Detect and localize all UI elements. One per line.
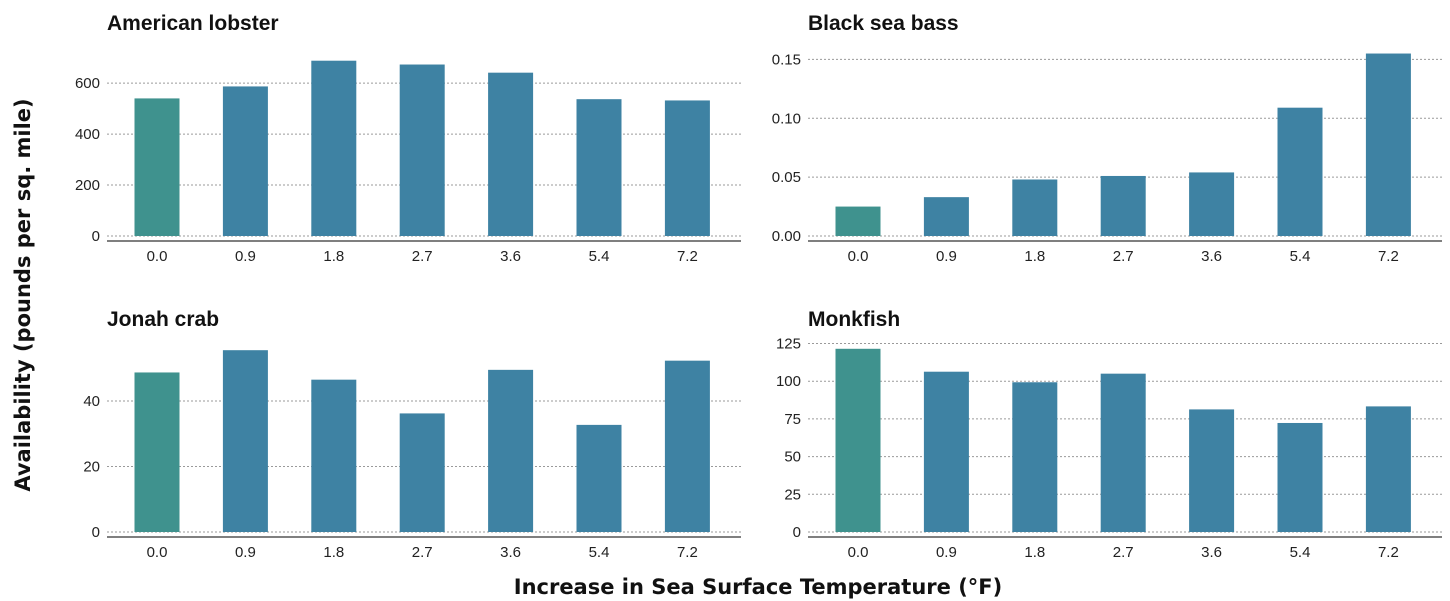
panel-3: Monkfish 0 25 50 75 100 125 0.0 0.9 1.8 2.7 3.6 5.4 7…: [776, 308, 1442, 561]
x-tick-label: 0.9: [936, 248, 957, 265]
bar: [1277, 107, 1323, 236]
bar: [1012, 382, 1058, 532]
panel-1: Black sea bass 0.00 0.05 0.10 0.15 0.0 0.9 1.8 2…: [772, 12, 1442, 265]
bar: [399, 413, 445, 532]
x-tick-label: 0.0: [147, 544, 168, 561]
y-tick-label: 40: [83, 393, 100, 410]
y-axis-title: Availability (pounds per sq. mile): [11, 98, 35, 491]
panel-title: Monkfish: [808, 308, 900, 331]
x-tick-label: 2.7: [1113, 248, 1134, 265]
y-tick-label: 0.15: [772, 51, 801, 68]
bar: [576, 424, 622, 532]
y-tick-label: 0: [92, 524, 100, 541]
bar: [222, 350, 268, 532]
y-tick-label: 125: [776, 336, 801, 353]
y-tick-label: 0.05: [772, 169, 801, 186]
y-tick-label: 75: [784, 411, 801, 428]
bar: [835, 348, 881, 532]
bar: [1100, 175, 1146, 236]
x-tick-label: 1.8: [1024, 248, 1045, 265]
x-tick-label: 1.8: [323, 544, 344, 561]
panel-title: Black sea bass: [808, 12, 959, 35]
bar: [1189, 409, 1235, 532]
bar: [399, 64, 445, 236]
bar: [488, 72, 534, 236]
y-tick-label: 25: [784, 486, 801, 503]
x-tick-label: 3.6: [500, 544, 521, 561]
x-tick-label: 2.7: [412, 248, 433, 265]
y-tick-label: 20: [83, 458, 100, 475]
bar: [1365, 53, 1411, 236]
y-tick-label: 50: [784, 449, 801, 466]
bar: [664, 360, 710, 532]
x-tick-label: 1.8: [1024, 544, 1045, 561]
y-tick-label: 0: [793, 524, 801, 541]
x-tick-label: 2.7: [412, 544, 433, 561]
y-tick-label: 0: [92, 228, 100, 245]
x-tick-label: 7.2: [677, 248, 698, 265]
x-tick-label: 5.4: [1290, 248, 1311, 265]
x-tick-label: 0.9: [235, 248, 256, 265]
bar: [1277, 422, 1323, 532]
y-tick-label: 200: [75, 177, 100, 194]
x-tick-label: 7.2: [1378, 544, 1399, 561]
y-tick-label: 600: [75, 75, 100, 92]
bar: [664, 100, 710, 237]
bar: [134, 372, 180, 532]
bar: [576, 99, 622, 236]
bar: [923, 197, 969, 236]
x-tick-label: 5.4: [589, 544, 610, 561]
bar: [311, 379, 357, 532]
x-tick-label: 5.4: [1290, 544, 1311, 561]
x-tick-label: 0.0: [147, 248, 168, 265]
bar: [1365, 406, 1411, 532]
x-tick-label: 5.4: [589, 248, 610, 265]
bar: [1100, 373, 1146, 532]
x-axis-title: Increase in Sea Surface Temperature (°F): [514, 575, 1003, 599]
x-tick-label: 7.2: [677, 544, 698, 561]
bar: [222, 86, 268, 237]
bar: [1012, 179, 1058, 236]
panel-2: Jonah crab 0 20 40 0.0 0.9 1.8 2.7 3.6 5.4 7.2: [83, 308, 741, 561]
bar: [311, 60, 357, 236]
x-tick-label: 0.9: [235, 544, 256, 561]
bar: [134, 98, 180, 237]
panel-title: Jonah crab: [107, 308, 219, 331]
x-tick-label: 0.0: [848, 248, 869, 265]
y-tick-label: 400: [75, 126, 100, 143]
x-tick-label: 3.6: [1201, 248, 1222, 265]
x-tick-label: 0.9: [936, 544, 957, 561]
panel-0: American lobster 0 200 400 600 0.0 0.9 1.8 2.7 3.…: [75, 12, 741, 265]
y-tick-label: 0.00: [772, 228, 801, 245]
bar: [488, 369, 534, 532]
bar: [1189, 172, 1235, 236]
x-tick-label: 3.6: [500, 248, 521, 265]
bar: [923, 371, 969, 532]
x-tick-label: 1.8: [323, 248, 344, 265]
x-tick-label: 0.0: [848, 544, 869, 561]
y-tick-label: 0.10: [772, 110, 801, 127]
y-tick-label: 100: [776, 373, 801, 390]
x-tick-label: 7.2: [1378, 248, 1399, 265]
bar: [835, 206, 881, 236]
panel-title: American lobster: [107, 12, 279, 35]
x-tick-label: 2.7: [1113, 544, 1134, 561]
x-tick-label: 3.6: [1201, 544, 1222, 561]
